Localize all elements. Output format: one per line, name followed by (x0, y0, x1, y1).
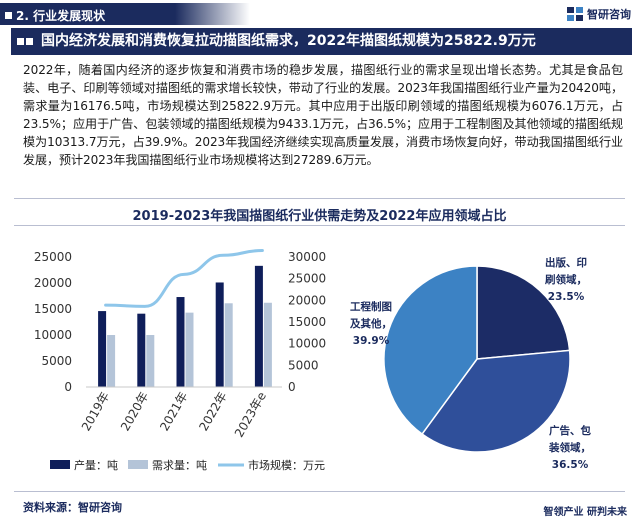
y-right-tick-label: 15000 (288, 315, 326, 329)
legend-label: 需求量：吨 (152, 459, 207, 472)
legend-label: 产量：吨 (74, 458, 118, 472)
y-right-tick-label: 10000 (288, 337, 326, 351)
x-tick-label: 2019年 (79, 390, 112, 434)
x-tick-label: 2021年 (157, 390, 190, 434)
pie-slice (383, 265, 478, 436)
source-note: 资料来源：智研咨询 (23, 501, 122, 514)
bar-production (215, 282, 224, 387)
bar-production (254, 265, 263, 387)
square-icon (26, 38, 33, 45)
legend-label: 市场规模：万元 (248, 458, 325, 472)
legend-swatch (50, 460, 70, 469)
bar-production (98, 311, 107, 387)
y-left-tick-label: 10000 (34, 328, 72, 342)
bar-demand (263, 302, 272, 387)
pie-data-label: 出版、印 (545, 256, 587, 269)
x-tick-label: 2023年e (232, 390, 269, 440)
y-right-tick-label: 20000 (288, 293, 326, 307)
y-left-tick-label: 25000 (34, 250, 72, 264)
headline: 国内经济发展和消费恢复拉动描图纸需求，2022年描图纸规模为25822.9万元 (11, 28, 632, 55)
y-left-tick-label: 20000 (34, 276, 72, 290)
bar-demand (185, 312, 194, 387)
pie-data-label: 及其他， (350, 317, 392, 330)
pie-data-label: 23.5% (548, 291, 585, 303)
divider (14, 225, 625, 226)
bar-production (176, 297, 185, 387)
pie-slice (476, 265, 571, 360)
y-right-tick-label: 25000 (288, 272, 326, 286)
bar-production (137, 313, 146, 387)
divider (14, 491, 625, 492)
legend-swatch (128, 460, 148, 469)
y-left-tick-label: 5000 (41, 354, 72, 368)
headline-text: 国内经济发展和消费恢复拉动描图纸需求，2022年描图纸规模为25822.9万元 (41, 33, 536, 49)
pie-slice (421, 349, 571, 453)
pie-data-label: 39.9% (353, 335, 390, 347)
bar-demand (146, 335, 155, 387)
section-title: 2. 行业发展现状 (16, 9, 106, 23)
pie-data-label: 广告、包 (549, 424, 591, 437)
section-header: 2. 行业发展现状 智研咨询 (0, 0, 639, 26)
x-tick-label: 2020年 (118, 390, 151, 434)
section-tag: 2. 行业发展现状 (0, 3, 250, 25)
bar-demand (224, 303, 233, 387)
x-tick-label: 2022年 (196, 390, 229, 434)
y-left-tick-label: 0 (64, 380, 72, 394)
y-left-tick-label: 15000 (34, 302, 72, 316)
bar-demand (107, 335, 116, 387)
y-right-tick-label: 5000 (288, 358, 319, 372)
chart-title: 2019-2023年我国描图纸行业供需走势及2022年应用领域占比 (132, 209, 507, 224)
y-right-tick-label: 30000 (288, 250, 326, 264)
line-market-size (104, 249, 264, 308)
brand-name: 智研咨询 (587, 8, 631, 21)
pie-data-label: 装领域， (548, 441, 591, 454)
divider (14, 198, 625, 199)
brand: 智研咨询 (567, 6, 631, 22)
pie-data-label: 工程制图 (350, 300, 392, 313)
slogan: 智领产业 研判未来 (543, 507, 627, 518)
brand-logo-icon (567, 7, 583, 21)
body-paragraph: 2022年，随着国内经济的逐步恢复和消费市场的稳步发展，描图纸行业的需求呈现出增… (23, 63, 623, 167)
pie-data-label: 36.5% (552, 459, 589, 471)
square-icon (5, 12, 12, 19)
pie-data-label: 刷领域， (545, 273, 587, 286)
square-icon (17, 38, 24, 45)
y-right-tick-label: 0 (288, 380, 296, 394)
